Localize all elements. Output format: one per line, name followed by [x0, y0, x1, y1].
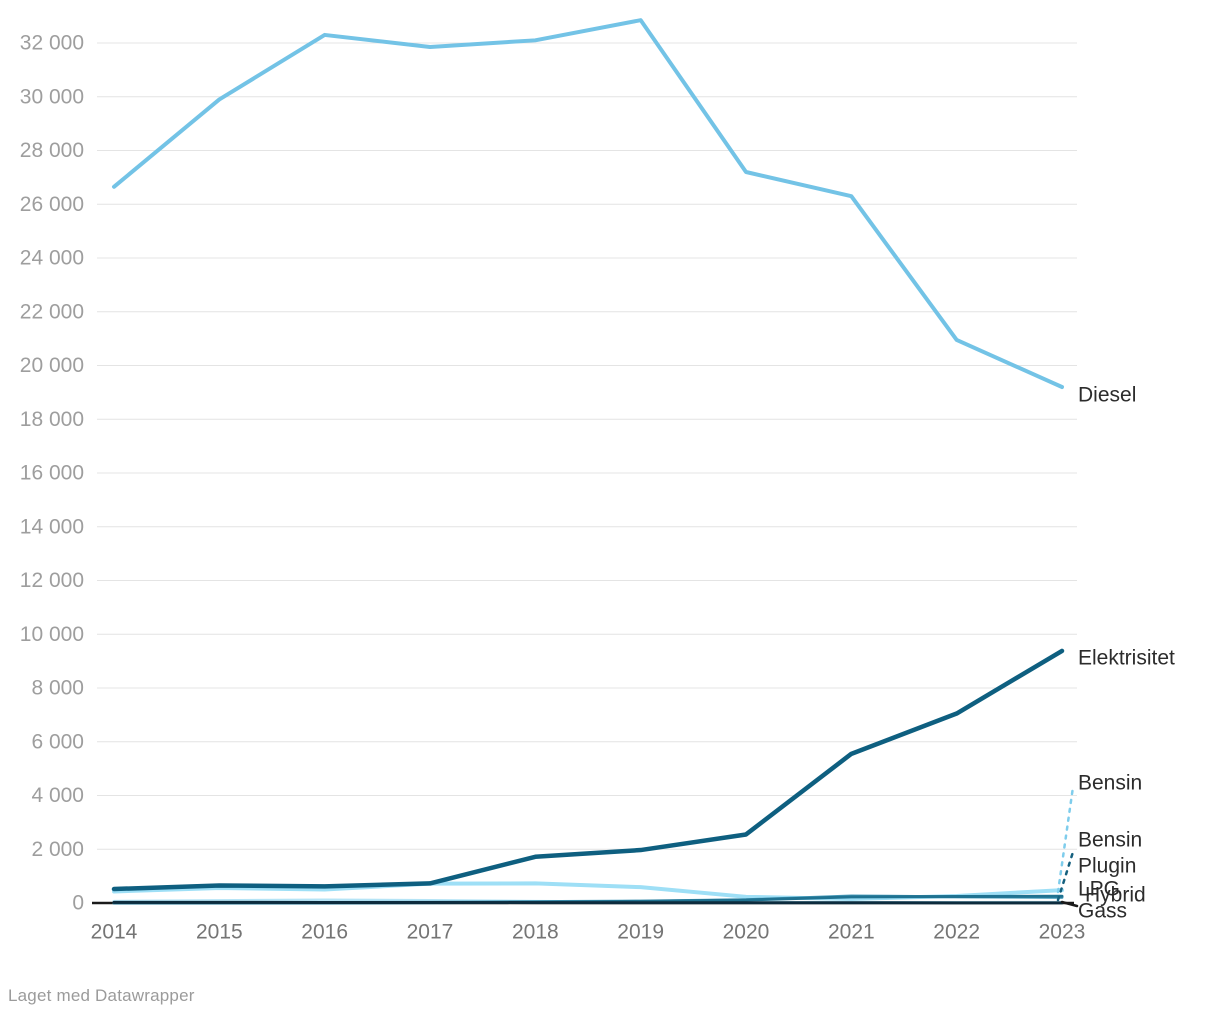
y-tick-label: 6 000 [31, 730, 84, 753]
y-tick-label: 12 000 [20, 569, 84, 592]
series-label-bensin-plugin: Bensin [1078, 829, 1142, 852]
y-tick-label: 0 [72, 892, 84, 915]
y-tick-label: 22 000 [20, 300, 84, 323]
y-tick-label: 30 000 [20, 85, 84, 108]
y-tick-label: 20 000 [20, 354, 84, 377]
label-connector-bensin-plugin [1056, 850, 1075, 902]
y-tick-label: 26 000 [20, 193, 84, 216]
y-tick-label: 2 000 [31, 838, 84, 861]
y-tick-label: 14 000 [20, 515, 84, 538]
line-chart: 0 2 000 4 000 6 000 8 000 10 000 12 000 14 000 1… [20, 18, 1175, 944]
x-tick-label: 2021 [828, 921, 875, 944]
x-tick-label: 2014 [91, 921, 138, 944]
x-tick-label: 2016 [301, 921, 348, 944]
series-label-gass: Gass [1078, 900, 1127, 923]
x-tick-label: 2023 [1039, 921, 1086, 944]
y-tick-label: 8 000 [31, 677, 84, 700]
series-label-bensin-plugin: Plugin [1078, 855, 1136, 878]
label-connector-bensin [1056, 785, 1075, 894]
y-tick-label: 24 000 [20, 247, 84, 270]
x-tick-label: 2018 [512, 921, 559, 944]
series-line-diesel [112, 18, 1064, 389]
series-label-elektrisitet: Elektrisitet [1078, 647, 1175, 670]
series-label-bensin: Bensin [1078, 772, 1142, 795]
y-tick-label: 4 000 [31, 784, 84, 807]
label-connector-gass [1060, 900, 1079, 908]
y-tick-label: 10 000 [20, 623, 84, 646]
line-chart-svg: 0 2 000 4 000 6 000 8 000 10 000 12 000 14 000 1… [20, 18, 1175, 944]
datawrapper-credit[interactable]: Laget med Datawrapper [8, 986, 195, 1005]
y-tick-label: 16 000 [20, 462, 84, 485]
y-tick-label: 32 000 [20, 32, 84, 55]
y-tick-label: 28 000 [20, 139, 84, 162]
series-line-elektrisitet [111, 648, 1065, 892]
x-tick-label: 2017 [407, 921, 454, 944]
y-tick-label: 18 000 [20, 408, 84, 431]
x-tick-label: 2022 [933, 921, 980, 944]
series-line-gass [112, 900, 1064, 905]
x-tick-label: 2020 [723, 921, 770, 944]
series-label-lpg: LPG [1078, 878, 1120, 901]
series-label-hybrid: Hybrid [1085, 884, 1146, 907]
x-tick-label: 2015 [196, 921, 243, 944]
x-tick-label: 2019 [617, 921, 664, 944]
series-label-diesel: Diesel [1078, 384, 1136, 407]
